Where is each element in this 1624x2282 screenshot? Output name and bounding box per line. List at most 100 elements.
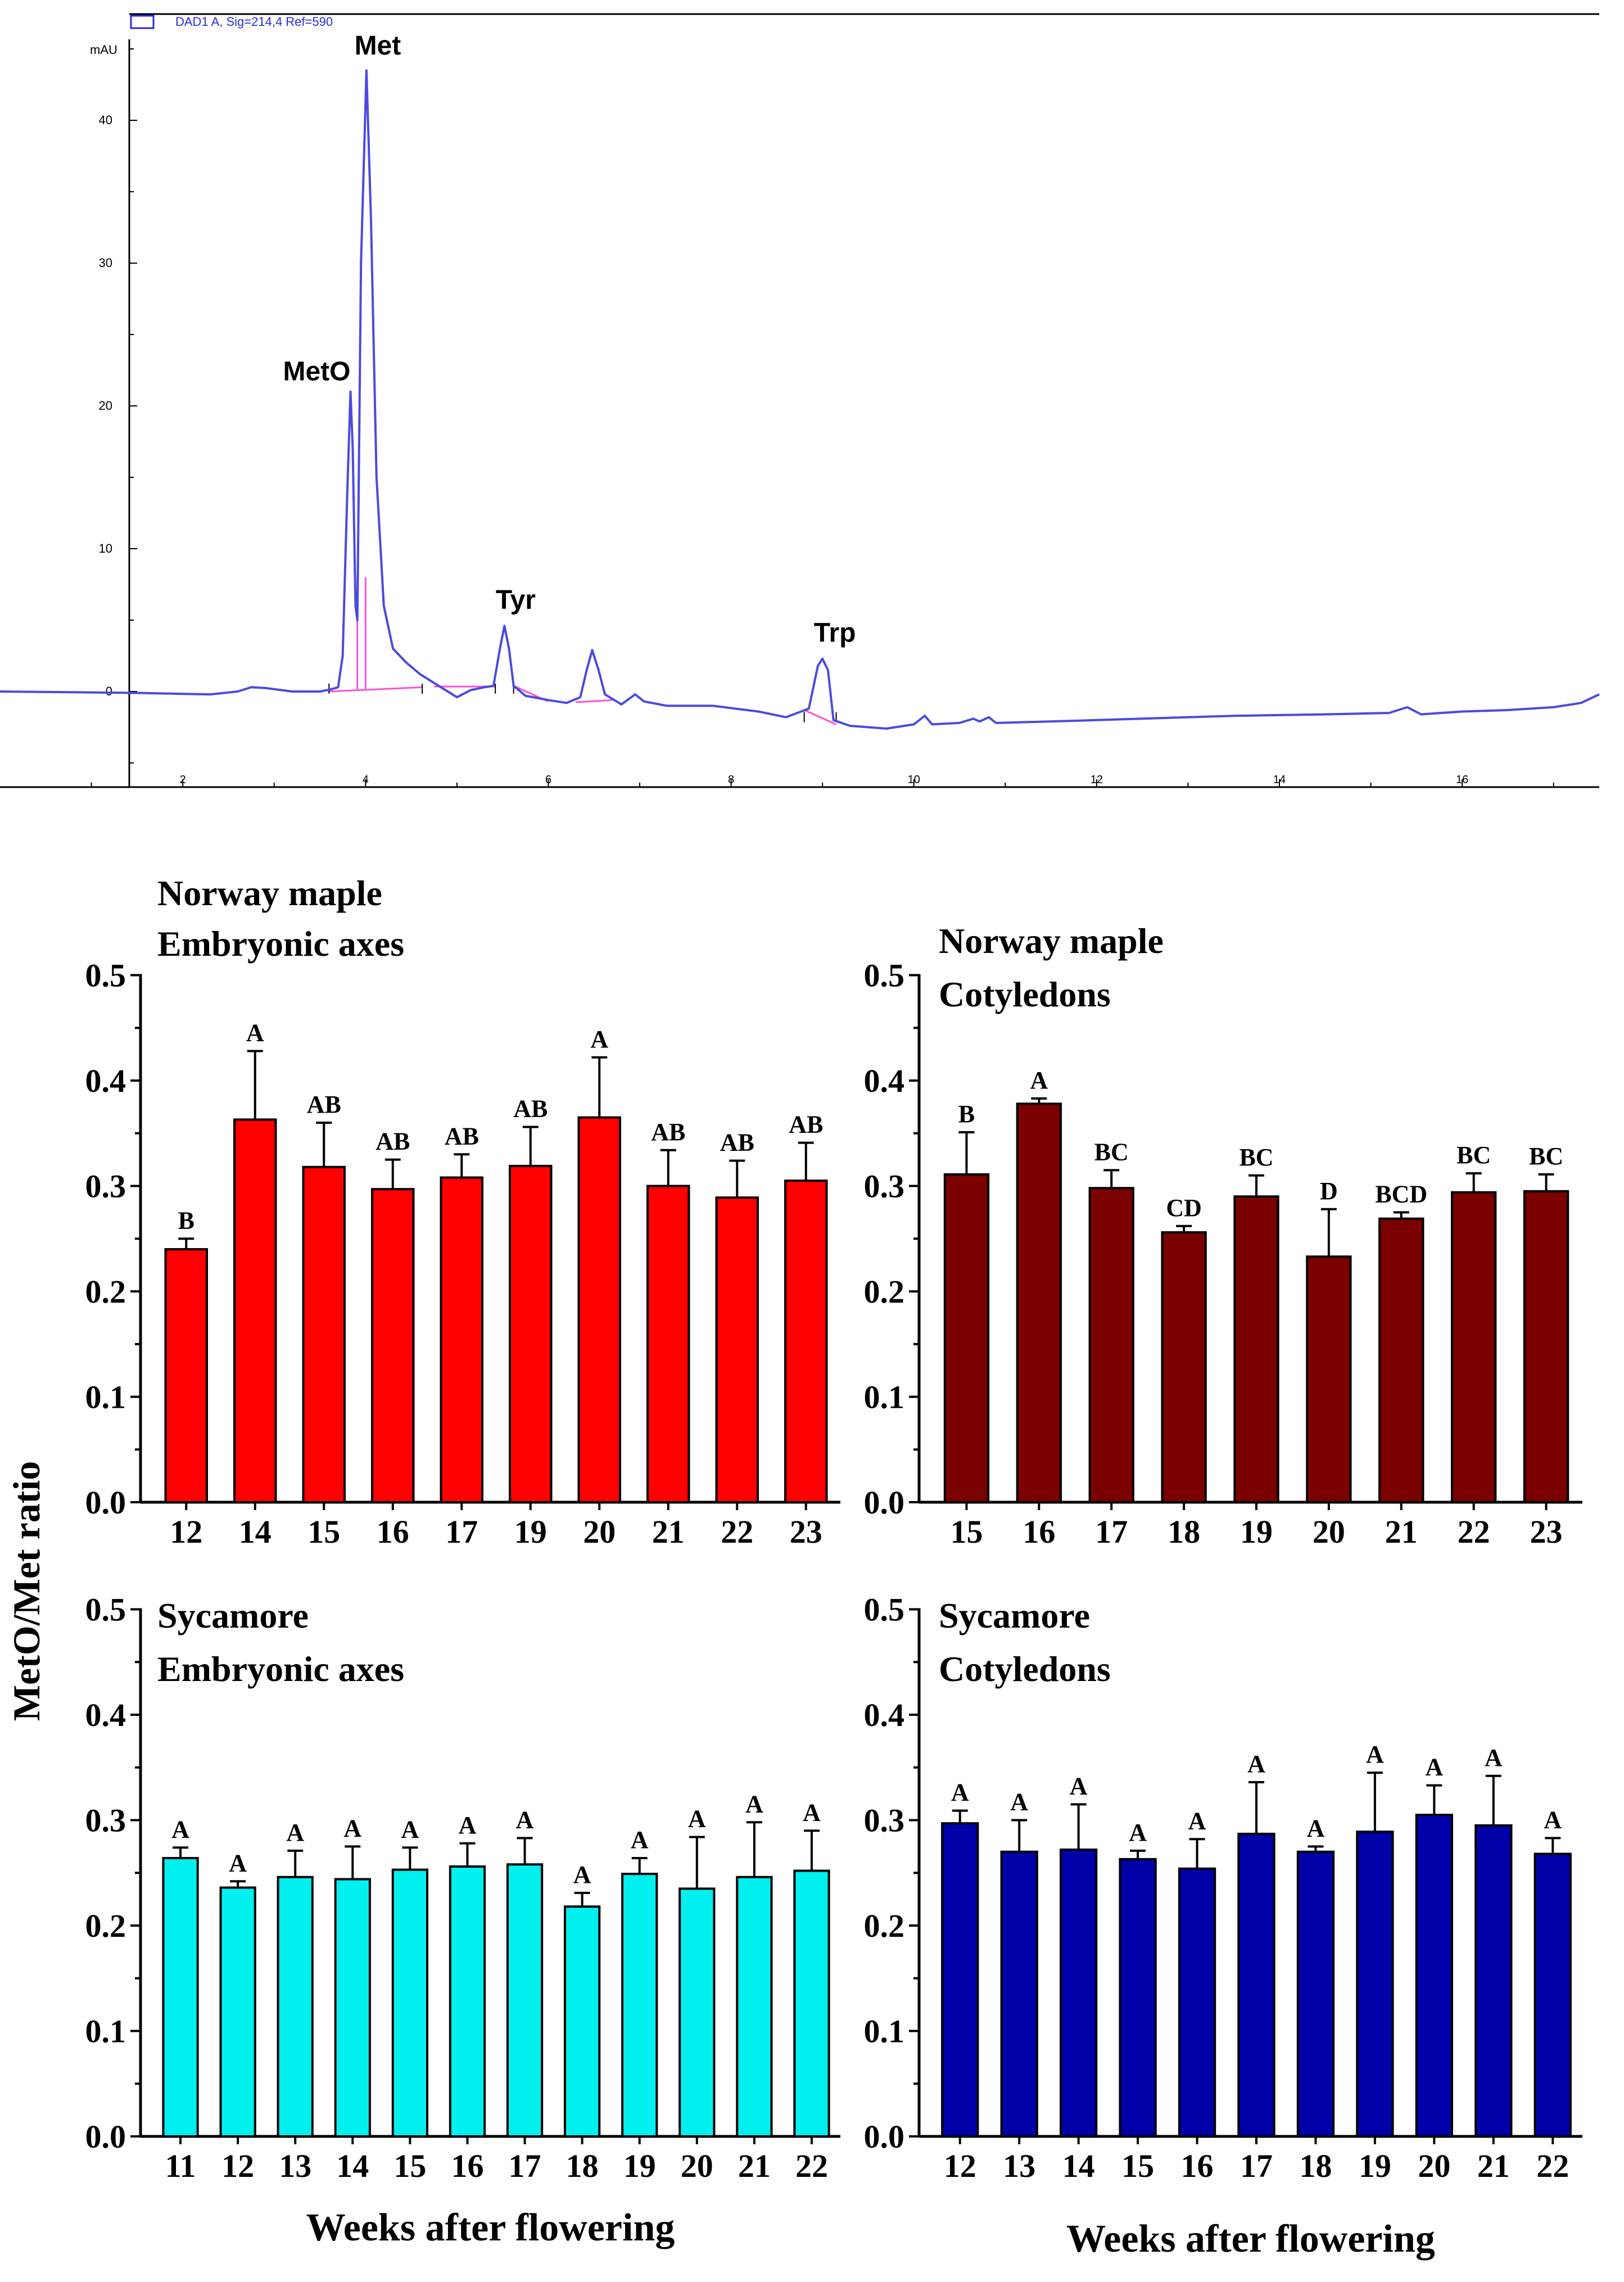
bar (219, 1886, 256, 2138)
significance-letter: AB (513, 1095, 548, 1123)
chromatogram-x-tick-label: 12 (1091, 774, 1103, 786)
bar (577, 1116, 621, 1503)
significance-letter: BC (1529, 1142, 1563, 1170)
significance-letter: BC (1094, 1138, 1129, 1165)
significance-letter: A (573, 1861, 591, 1888)
chromatogram-x-tick-label: 16 (1456, 774, 1468, 786)
bar (1178, 1867, 1216, 2138)
bar-x-tick-label: 11 (165, 2148, 196, 2184)
bar-x-tick-label: 23 (1530, 1513, 1563, 1550)
bar-panel-title-line: Embryonic axes (157, 1649, 404, 1689)
bar-x-tick-label: 20 (583, 1513, 616, 1550)
significance-letter: A (1010, 1788, 1028, 1816)
significance-letter: D (1320, 1177, 1338, 1205)
significance-letter: AB (445, 1122, 479, 1150)
significance-letter: B (958, 1100, 975, 1128)
bar (233, 1118, 277, 1503)
bar-panel-title-line: Sycamore (157, 1596, 309, 1635)
chromatogram-trace (0, 69, 1600, 730)
chromatogram-x-tick-label: 4 (363, 774, 369, 786)
significance-letter: A (1070, 1772, 1088, 1800)
bar-y-tick-label: 0.4 (85, 1697, 126, 1733)
bar-y-tick-label: 0.1 (85, 2013, 126, 2050)
bar-x-tick-label: 16 (1023, 1513, 1055, 1550)
bar-y-tick-label: 0.4 (85, 1063, 126, 1099)
significance-letter: A (171, 1815, 189, 1843)
peak-label-meto: MetO (283, 357, 350, 387)
bar-x-tick-label: 12 (221, 2148, 254, 2184)
bar-panel-2: 0.0 0.1 0.2 0.3 0.4 0.5 Norway maple Cotyledons… (864, 921, 1582, 1550)
significance-letter: A (631, 1826, 649, 1854)
bar-y-tick-label: 0.3 (85, 1802, 126, 1839)
bar-panel-title-line: Embryonic axes (157, 924, 404, 964)
bar-x-tick-label: 14 (336, 2148, 369, 2184)
bar-x-tick-label: 16 (451, 2148, 483, 2184)
significance-letter: A (1366, 1741, 1384, 1768)
legend-swatch (130, 15, 155, 29)
bar (277, 1876, 314, 2138)
significance-letter: BC (1456, 1141, 1491, 1169)
bar-x-axis-label: Weeks after flowering (1066, 2217, 1435, 2261)
bar-x-tick-label: 15 (950, 1513, 983, 1550)
bar-y-tick-label: 0.3 (85, 1168, 126, 1205)
significance-letter: A (803, 1799, 821, 1826)
bar (1523, 1190, 1569, 1503)
bar-x-tick-label: 21 (1385, 1513, 1418, 1550)
bar-x-tick-label: 19 (1240, 1513, 1273, 1550)
bar-x-tick-label: 12 (170, 1513, 202, 1550)
chromatogram-baseline-segment (804, 709, 837, 725)
chromatogram-peak-labels: Met MetO Tyr Trp (283, 31, 856, 648)
bar (1016, 1102, 1062, 1503)
bar-x-tick-label: 17 (1240, 2148, 1273, 2184)
bar (646, 1185, 690, 1503)
bar-y-tick-label: 0.2 (85, 1908, 126, 1944)
bar-panels: 0.0 0.1 0.2 0.3 0.4 0.5 Norway maple Embryonic … (85, 873, 1582, 2261)
bar (164, 1248, 208, 1503)
bar (1306, 1255, 1352, 1503)
chromatogram-y-tick-label: 30 (99, 256, 112, 270)
chromatogram-y-tick-label: 0 (106, 684, 112, 698)
significance-letter: A (1247, 1750, 1265, 1778)
bar-panel-3: 0.0 0.1 0.2 0.3 0.4 0.5 Sycamore Embryonic axes… (85, 1592, 840, 2249)
bar-panel-title-line: Norway maple (157, 873, 382, 913)
bar-y-tick-label: 0.0 (864, 1484, 905, 1521)
bar-x-tick-label: 19 (1359, 2148, 1391, 2184)
bar-x-tick-label: 18 (566, 2148, 599, 2184)
significance-letter: A (1129, 1819, 1147, 1846)
bar-x-tick-label: 13 (1003, 2148, 1035, 2184)
bar-x-tick-label: 22 (1536, 2148, 1569, 2184)
bar (449, 1865, 486, 2138)
bar (621, 1873, 658, 2138)
bar-x-tick-label: 14 (239, 1513, 272, 1550)
bar-panel-title-line: Sycamore (939, 1596, 1090, 1635)
bar-x-tick-label: 20 (681, 2148, 713, 2184)
chromatogram-x-tick-label: 6 (545, 774, 551, 786)
significance-letter: A (951, 1779, 969, 1806)
significance-letter: A (516, 1806, 534, 1833)
bar-x-tick-label: 15 (1121, 2148, 1154, 2184)
bar (391, 1868, 428, 2138)
bar-x-tick-label: 17 (445, 1513, 478, 1550)
bar (371, 1188, 415, 1503)
bar (715, 1196, 759, 1503)
bar-y-tick-label: 0.1 (864, 2013, 905, 2050)
bar (334, 1878, 371, 2138)
peak-label-met: Met (355, 31, 401, 61)
chromatogram-y-tick-label: 10 (99, 541, 112, 555)
chromatogram-x-tick-label: 2 (180, 774, 186, 786)
bar (1533, 1852, 1572, 2138)
peak-label-trp: Trp (814, 618, 856, 648)
significance-letter: AB (789, 1111, 823, 1138)
bar-y-tick-label: 0.5 (864, 957, 905, 994)
bar-x-tick-label: 18 (1168, 1513, 1200, 1550)
bar (1088, 1187, 1134, 1503)
bar-x-tick-label: 17 (1095, 1513, 1128, 1550)
bar-x-tick-label: 22 (721, 1513, 753, 1550)
bar-panel-4: 0.0 0.1 0.2 0.3 0.4 0.5 Sycamore Cotyledons A 12 A… (864, 1592, 1582, 2261)
bar-y-tick-label: 0.0 (864, 2118, 905, 2155)
bar-x-tick-label: 22 (795, 2148, 828, 2184)
bar (943, 1173, 990, 1503)
significance-letter: CD (1166, 1194, 1202, 1222)
significance-letter: AB (720, 1129, 754, 1156)
